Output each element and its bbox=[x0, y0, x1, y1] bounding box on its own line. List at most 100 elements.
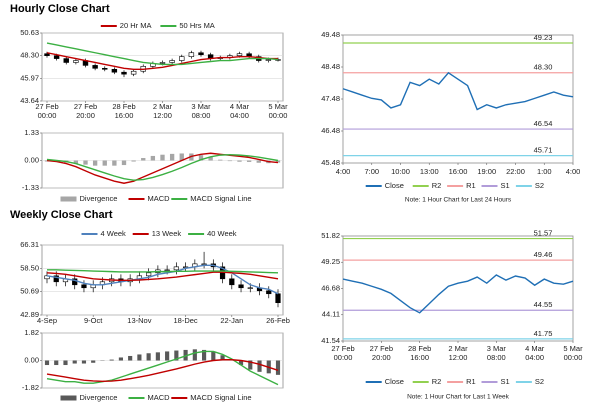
y-tick-label: 49.25 bbox=[321, 257, 340, 266]
divergence-bar bbox=[169, 153, 175, 161]
divergence-bar bbox=[198, 155, 204, 161]
divergence-bar bbox=[248, 360, 253, 370]
legend-label: 20 Hr MA bbox=[120, 21, 152, 30]
candle-body bbox=[265, 59, 272, 61]
level-label: 51.57 bbox=[534, 229, 553, 238]
x-tick-label: 13-Nov bbox=[127, 316, 152, 325]
divergence-bar bbox=[211, 351, 216, 361]
x-tick-label: 26-Feb bbox=[266, 316, 290, 325]
legend-label: MACD bbox=[148, 393, 171, 402]
divergence-bar bbox=[179, 153, 184, 161]
series-line bbox=[46, 154, 279, 181]
level-label: 41.75 bbox=[534, 329, 553, 338]
x-tick-label: 16:00 bbox=[448, 167, 468, 176]
candle-body bbox=[111, 68, 118, 73]
divergence-bar bbox=[83, 160, 88, 165]
series-line bbox=[46, 271, 279, 281]
divergence-bar bbox=[150, 155, 156, 161]
candle-body bbox=[173, 266, 179, 271]
y-tick-label: 46.48 bbox=[321, 126, 340, 135]
legend-label: 40 Week bbox=[207, 229, 237, 238]
legend-swatch bbox=[60, 395, 77, 401]
y-tick-label: 41.54 bbox=[321, 336, 340, 345]
divergence-bar bbox=[128, 355, 133, 361]
x-tick-label: 5 Mar 00:00 bbox=[268, 102, 288, 120]
divergence-bar bbox=[137, 354, 142, 361]
divergence-bar bbox=[54, 360, 59, 366]
divergence-bar bbox=[72, 360, 77, 364]
candle-body bbox=[275, 293, 281, 304]
y-tick-label: 58.50 bbox=[20, 263, 39, 272]
series-line bbox=[46, 152, 279, 184]
candle-body bbox=[53, 275, 59, 283]
candle-body bbox=[201, 263, 207, 265]
candle-body bbox=[53, 55, 60, 59]
legend-label: MACD Signal Line bbox=[190, 393, 251, 402]
candle-body bbox=[130, 70, 137, 75]
legend-label: R1 bbox=[466, 377, 476, 386]
y-tick-label: 42.89 bbox=[20, 310, 39, 319]
divergence-bar bbox=[227, 160, 233, 162]
candle-body bbox=[238, 284, 244, 289]
divergence-bar bbox=[174, 350, 179, 361]
legend-label: S1 bbox=[501, 377, 510, 386]
candle-body bbox=[72, 278, 78, 286]
x-tick-label: 4:00 bbox=[335, 167, 351, 176]
divergence-bar bbox=[109, 359, 114, 361]
legend-label: S2 bbox=[535, 377, 544, 386]
y-tick-label: 0.00 bbox=[24, 155, 39, 164]
candle-body bbox=[146, 272, 152, 277]
y-tick-label: 45.48 bbox=[321, 158, 340, 167]
candle-body bbox=[179, 56, 185, 61]
legend-label: MACD bbox=[148, 194, 171, 203]
candle-body bbox=[188, 52, 195, 57]
y-tick-label: 44.11 bbox=[322, 310, 340, 319]
divergence-bar bbox=[165, 351, 170, 361]
divergence-bar bbox=[192, 349, 197, 361]
x-tick-label: 4-Sep bbox=[36, 316, 58, 325]
candle-body bbox=[198, 52, 204, 55]
x-tick-label: 4 Mar 04:00 bbox=[525, 344, 545, 362]
x-tick-label: 27 Feb 20:00 bbox=[369, 344, 394, 362]
y-tick-label: 46.68 bbox=[321, 283, 340, 292]
legend-label: S2 bbox=[535, 181, 544, 190]
divergence-bar bbox=[160, 154, 165, 161]
divergence-bar bbox=[146, 353, 151, 361]
x-tick-label: 1:00 bbox=[536, 167, 552, 176]
series-line bbox=[46, 359, 279, 383]
x-tick-label: 28 Feb 16:00 bbox=[407, 344, 432, 362]
x-tick-label: 13:00 bbox=[419, 167, 439, 176]
x-tick-label: 4 Mar 04:00 bbox=[229, 102, 250, 120]
candle-body bbox=[44, 53, 50, 56]
x-tick-label: 27 Feb 00:00 bbox=[331, 344, 355, 362]
legend-label: R1 bbox=[466, 181, 476, 190]
series-line bbox=[46, 42, 279, 66]
candle-body bbox=[164, 269, 170, 271]
level-label: 45.71 bbox=[534, 146, 553, 155]
divergence-bar bbox=[257, 360, 262, 372]
series-line bbox=[46, 264, 279, 295]
legend-label: 50 Hrs MA bbox=[179, 21, 214, 30]
y-tick-label: 1.82 bbox=[24, 328, 39, 337]
divergence-bar bbox=[102, 160, 107, 166]
candle-body bbox=[44, 275, 50, 280]
x-tick-label: 10:00 bbox=[391, 167, 410, 176]
legend-label: Close bbox=[385, 181, 404, 190]
divergence-bar bbox=[202, 349, 207, 361]
legend-label: 4 Week bbox=[101, 229, 127, 238]
candle-body bbox=[247, 287, 253, 289]
divergence-bar bbox=[238, 360, 244, 366]
legend-label: 13 Week bbox=[152, 229, 182, 238]
x-tick-label: 28 Feb 16:00 bbox=[112, 102, 136, 120]
candle-body bbox=[63, 58, 69, 63]
divergence-bar bbox=[92, 160, 98, 166]
y-tick-label: 45.97 bbox=[20, 73, 39, 82]
candle-body bbox=[229, 278, 235, 286]
y-tick-label: 49.48 bbox=[321, 30, 340, 39]
y-tick-label: 0.00 bbox=[24, 355, 39, 364]
y-tick-label: -1.33 bbox=[22, 183, 39, 192]
divergence-bar bbox=[220, 355, 225, 361]
x-tick-label: 7:00 bbox=[364, 167, 380, 176]
y-tick-label: -1.82 bbox=[22, 383, 39, 392]
divergence-bar bbox=[91, 360, 96, 363]
